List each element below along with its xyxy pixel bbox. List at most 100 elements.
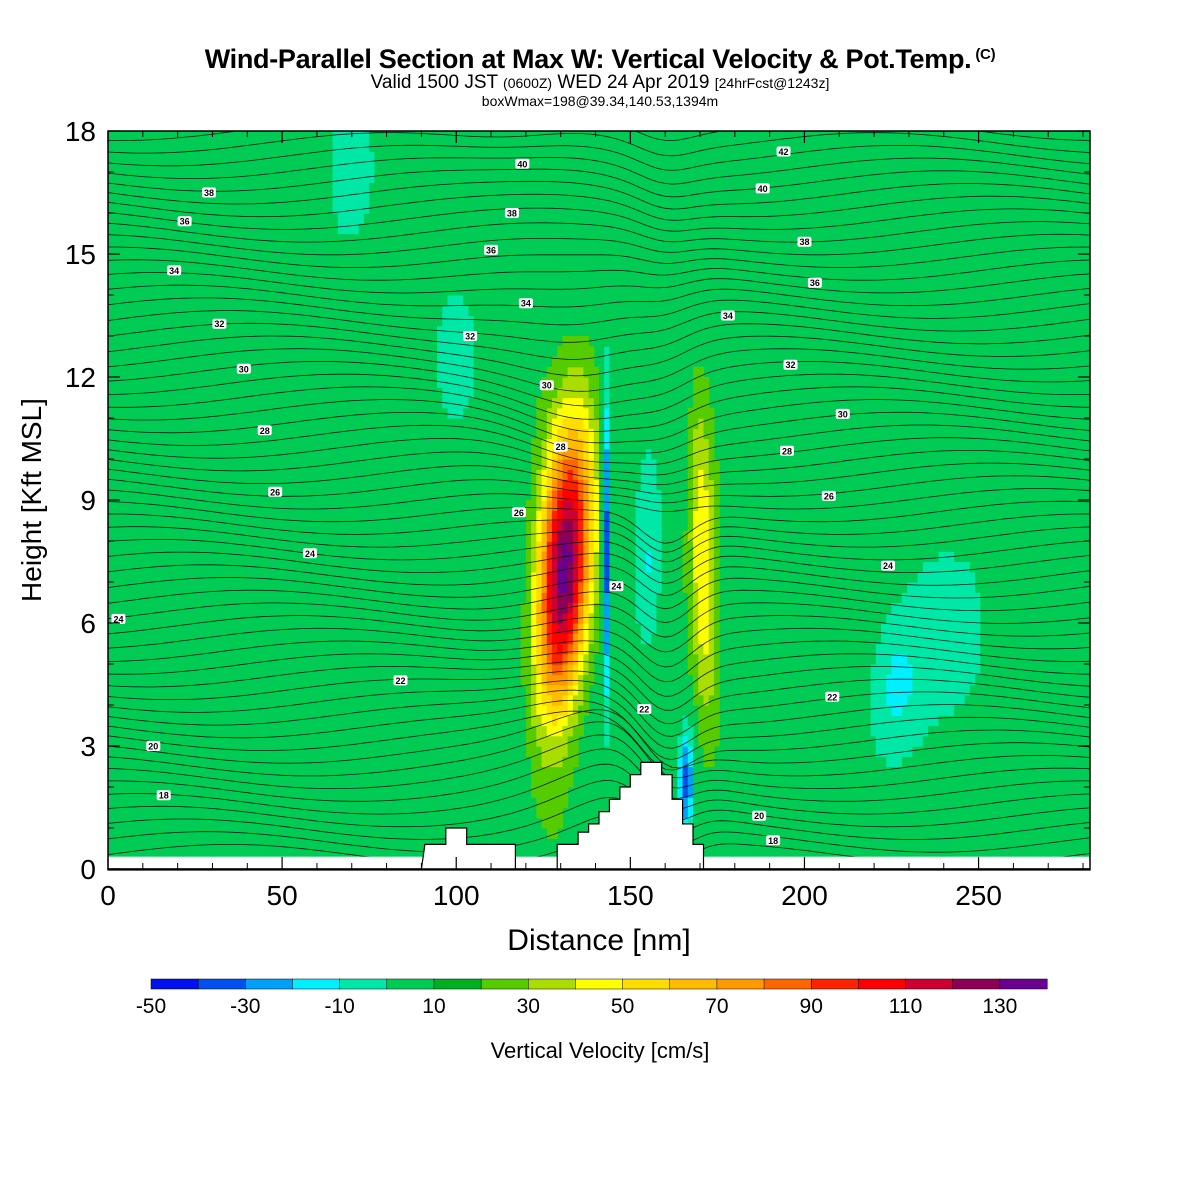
- velocity-cell: [693, 387, 710, 399]
- velocity-cell: [875, 746, 913, 757]
- velocity-cell: [546, 479, 553, 491]
- velocity-cell: [593, 438, 600, 450]
- velocity-cell: [1001, 407, 1090, 419]
- velocity-cell: [599, 551, 605, 563]
- velocity-cell: [922, 561, 971, 573]
- velocity-cell: [708, 202, 804, 214]
- velocity-cell: [593, 633, 600, 645]
- velocity-cell: [713, 489, 720, 501]
- velocity-cell: [531, 541, 537, 552]
- velocity-cell: [546, 520, 553, 532]
- velocity-cell: [980, 653, 1013, 665]
- velocity-cell: [802, 766, 1090, 778]
- theta-label: 34: [518, 298, 533, 309]
- velocity-cell: [583, 684, 590, 696]
- velocity-cell: [860, 633, 882, 645]
- velocity-cell: [290, 254, 611, 265]
- velocity-cell: [207, 448, 308, 460]
- velocity-cell: [729, 715, 804, 727]
- velocity-cell: [551, 469, 558, 481]
- velocity-cell: [599, 325, 684, 337]
- velocity-cell: [562, 336, 590, 347]
- velocity-cell: [405, 776, 501, 788]
- velocity-cell: [572, 602, 579, 614]
- velocity-cell: [108, 520, 208, 532]
- velocity-cell: [296, 192, 334, 204]
- theta-label: 30: [539, 380, 554, 391]
- velocity-cell: [1001, 418, 1090, 429]
- theta-contour-line: [108, 144, 1090, 171]
- velocity-cell: [687, 469, 694, 481]
- velocity-cell: [802, 284, 908, 296]
- velocity-cell: [442, 315, 475, 327]
- svg-text:34: 34: [169, 266, 179, 276]
- velocity-cell: [306, 674, 407, 686]
- velocity-cell: [682, 530, 689, 542]
- velocity-cell: [609, 653, 616, 665]
- velocity-cell: [531, 674, 537, 686]
- velocity-cell: [713, 520, 720, 532]
- velocity-cell: [713, 653, 720, 665]
- velocity-cell: [557, 387, 590, 399]
- velocity-cell: [578, 551, 584, 563]
- velocity-cell: [724, 633, 804, 645]
- velocity-cell: [708, 459, 720, 470]
- velocity-cell: [332, 202, 370, 214]
- velocity-cell: [713, 561, 720, 573]
- velocity-cell: [583, 664, 590, 675]
- velocity-cell: [578, 469, 584, 481]
- velocity-cell: [693, 684, 699, 696]
- velocity-cell: [536, 807, 564, 819]
- velocity-cell: [531, 705, 537, 716]
- velocity-cell: [525, 705, 532, 716]
- velocity-cell: [708, 213, 804, 224]
- velocity-cell: [546, 602, 553, 614]
- velocity-cell: [651, 448, 678, 460]
- velocity-cell: [1001, 377, 1090, 388]
- velocity-cell: [405, 459, 506, 470]
- velocity-cell: [525, 551, 532, 563]
- velocity-cell: [729, 725, 804, 737]
- velocity-cell: [536, 674, 543, 686]
- colorbar-swatch: [150, 978, 199, 990]
- velocity-cell: [985, 787, 1090, 798]
- velocity-cell: [562, 725, 574, 737]
- velocity-cell: [567, 633, 574, 645]
- velocity-cell: [693, 541, 710, 552]
- velocity-cell: [635, 715, 658, 727]
- velocity-cell: [567, 612, 574, 624]
- theta-label: 22: [637, 704, 652, 715]
- svg-text:24: 24: [611, 582, 621, 592]
- velocity-cell: [729, 684, 804, 696]
- velocity-cell: [693, 510, 710, 522]
- colorbar-swatch: [433, 978, 482, 990]
- velocity-cell: [332, 141, 370, 153]
- velocity-cell: [912, 664, 981, 675]
- velocity-cell: [604, 489, 611, 501]
- velocity-cell: [525, 715, 532, 727]
- theta-contour-line: [108, 734, 1090, 789]
- velocity-cell: [546, 500, 553, 511]
- colorbar-swatch: [480, 978, 529, 990]
- velocity-cell: [108, 223, 208, 235]
- velocity-cell: [546, 674, 569, 686]
- velocity-cell: [708, 623, 715, 634]
- velocity-cell: [583, 418, 590, 429]
- velocity-cell: [604, 602, 611, 614]
- velocity-cell: [525, 746, 543, 757]
- colorbar-tick-label: 10: [422, 995, 445, 1018]
- velocity-cell: [802, 448, 919, 460]
- velocity-cell: [531, 479, 537, 491]
- velocity-cell: [306, 561, 407, 573]
- velocity-cell: [583, 592, 590, 604]
- svg-text:32: 32: [465, 332, 475, 342]
- velocity-cell: [473, 325, 511, 337]
- velocity-cell: [609, 500, 616, 511]
- velocity-cell: [363, 213, 423, 224]
- velocity-cell: [635, 520, 663, 532]
- velocity-cell: [599, 510, 605, 522]
- velocity-cell: [207, 766, 308, 778]
- velocity-cell: [713, 592, 720, 604]
- velocity-cell: [698, 469, 705, 481]
- velocity-cell: [870, 725, 929, 737]
